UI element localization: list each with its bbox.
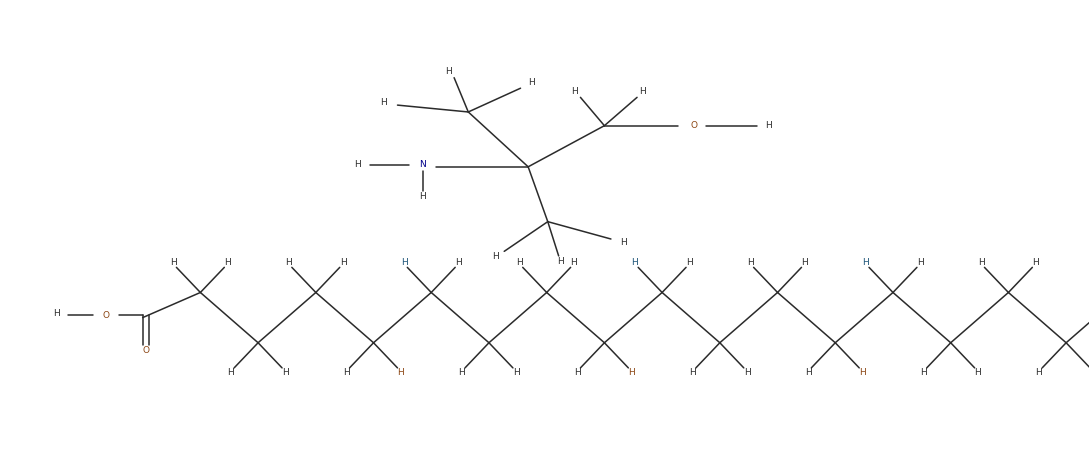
Text: H: H: [744, 368, 750, 377]
Text: H: H: [574, 368, 580, 377]
Text: H: H: [572, 87, 578, 96]
Text: H: H: [170, 258, 176, 267]
Text: H: H: [513, 368, 519, 377]
Text: H: H: [632, 258, 638, 267]
Text: H: H: [1032, 258, 1039, 267]
Text: H: H: [639, 87, 646, 96]
Text: H: H: [686, 258, 693, 267]
Text: H: H: [528, 78, 535, 87]
Text: H: H: [492, 252, 499, 261]
Text: H: H: [340, 258, 346, 267]
Text: H: H: [282, 368, 289, 377]
Text: H: H: [397, 368, 404, 377]
Text: H: H: [805, 368, 811, 377]
Text: H: H: [747, 258, 754, 267]
Text: H: H: [455, 258, 462, 267]
Text: N: N: [419, 160, 426, 170]
Text: H: H: [862, 258, 869, 267]
Text: H: H: [53, 309, 60, 319]
Text: H: H: [224, 258, 231, 267]
Text: H: H: [978, 258, 984, 267]
Text: O: O: [102, 311, 109, 320]
Text: H: H: [419, 191, 426, 201]
Text: H: H: [802, 258, 808, 267]
Text: H: H: [1036, 368, 1042, 377]
Text: H: H: [380, 98, 387, 107]
Text: H: H: [859, 368, 866, 377]
Text: H: H: [920, 368, 927, 377]
Text: H: H: [354, 160, 360, 170]
Text: H: H: [445, 67, 452, 76]
Text: H: H: [766, 121, 772, 130]
Text: H: H: [975, 368, 981, 377]
Text: H: H: [689, 368, 696, 377]
Text: O: O: [143, 346, 149, 355]
Text: H: H: [917, 258, 923, 267]
Text: H: H: [228, 368, 234, 377]
Text: H: H: [516, 258, 523, 267]
Text: H: H: [558, 257, 564, 266]
Text: H: H: [621, 238, 627, 247]
Text: H: H: [401, 258, 407, 267]
Text: H: H: [343, 368, 350, 377]
Text: H: H: [458, 368, 465, 377]
Text: H: H: [628, 368, 635, 377]
Text: H: H: [285, 258, 292, 267]
Text: H: H: [571, 258, 577, 267]
Text: O: O: [690, 121, 697, 130]
